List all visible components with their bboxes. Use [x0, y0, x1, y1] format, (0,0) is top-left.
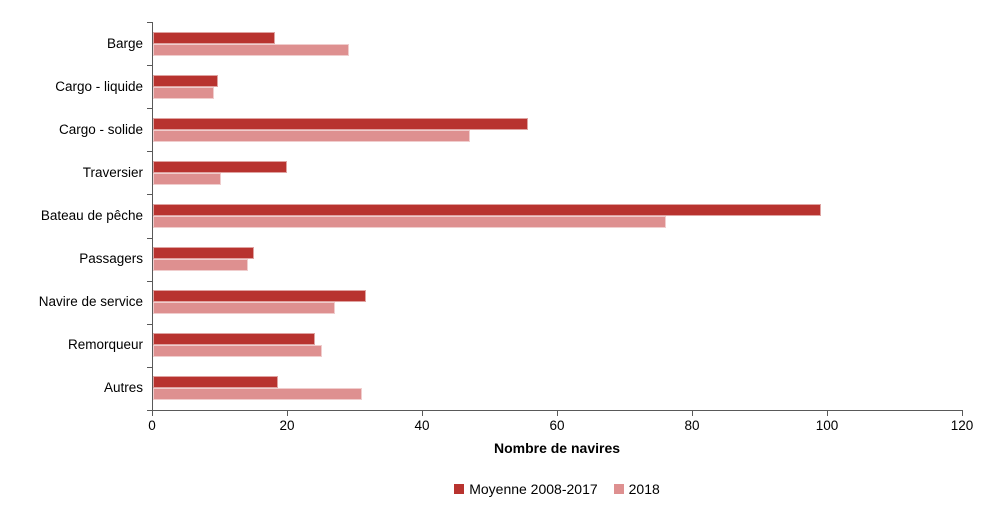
- legend-item-series2: 2018: [613, 481, 660, 497]
- x-tick-label: 60: [549, 418, 565, 433]
- bar-series2-2: [153, 130, 470, 142]
- plot-area: [152, 22, 963, 411]
- bar-series1-8: [153, 376, 278, 388]
- legend: Moyenne 2008-2017 2018: [152, 481, 962, 497]
- category-label: Navire de service: [38, 294, 143, 309]
- legend-label: 2018: [628, 481, 660, 497]
- x-axis-tick: [827, 411, 828, 416]
- bar-series2-5: [153, 259, 248, 271]
- category-label: Autres: [103, 380, 143, 395]
- category-label: Cargo - solide: [58, 122, 143, 137]
- legend-swatch-icon: [454, 484, 465, 494]
- x-axis-tick: [557, 411, 558, 416]
- category-label: Traversier: [82, 165, 143, 180]
- y-axis-tick: [147, 194, 152, 195]
- bar-series1-0: [153, 32, 275, 44]
- x-tick-label: 100: [815, 418, 839, 433]
- x-axis-tick: [962, 411, 963, 416]
- y-axis-tick: [147, 151, 152, 152]
- x-tick-label: 80: [684, 418, 700, 433]
- y-axis-tick: [147, 410, 152, 411]
- category-label: Remorqueur: [67, 337, 143, 352]
- bar-series1-7: [153, 333, 315, 345]
- bar-series2-3: [153, 173, 221, 185]
- bar-series2-7: [153, 345, 322, 357]
- bar-series1-6: [153, 290, 366, 302]
- x-tick-label: 120: [950, 418, 974, 433]
- x-tick-label: 40: [414, 418, 430, 433]
- x-axis-tick: [692, 411, 693, 416]
- bar-series2-0: [153, 44, 349, 56]
- legend-item-series1: Moyenne 2008-2017: [454, 481, 598, 497]
- legend-swatch-icon: [613, 484, 624, 494]
- bar-series1-5: [153, 247, 254, 259]
- legend-label: Moyenne 2008-2017: [469, 481, 598, 497]
- category-label: Barge: [106, 36, 143, 51]
- y-axis-tick: [147, 108, 152, 109]
- bar-series2-6: [153, 302, 335, 314]
- category-label: Passagers: [79, 251, 143, 266]
- x-axis-tick: [152, 411, 153, 416]
- bar-series2-1: [153, 87, 214, 99]
- bar-series2-8: [153, 388, 362, 400]
- category-label: Cargo - liquide: [55, 79, 143, 94]
- y-axis-tick: [147, 281, 152, 282]
- category-label: Bateau de pêche: [40, 208, 143, 223]
- x-tick-label: 0: [148, 418, 156, 433]
- x-axis-tick: [287, 411, 288, 416]
- x-axis-title: Nombre de navires: [493, 440, 621, 456]
- y-axis-tick: [147, 367, 152, 368]
- x-axis-tick: [422, 411, 423, 416]
- y-axis-tick: [147, 65, 152, 66]
- y-axis-tick: [147, 22, 152, 23]
- y-axis-tick: [147, 324, 152, 325]
- y-axis-tick: [147, 238, 152, 239]
- bar-series1-1: [153, 75, 218, 87]
- bar-series1-2: [153, 118, 528, 130]
- bar-series1-4: [153, 204, 821, 216]
- bar-series2-4: [153, 216, 666, 228]
- x-tick-label: 20: [279, 418, 295, 433]
- bar-series1-3: [153, 161, 287, 173]
